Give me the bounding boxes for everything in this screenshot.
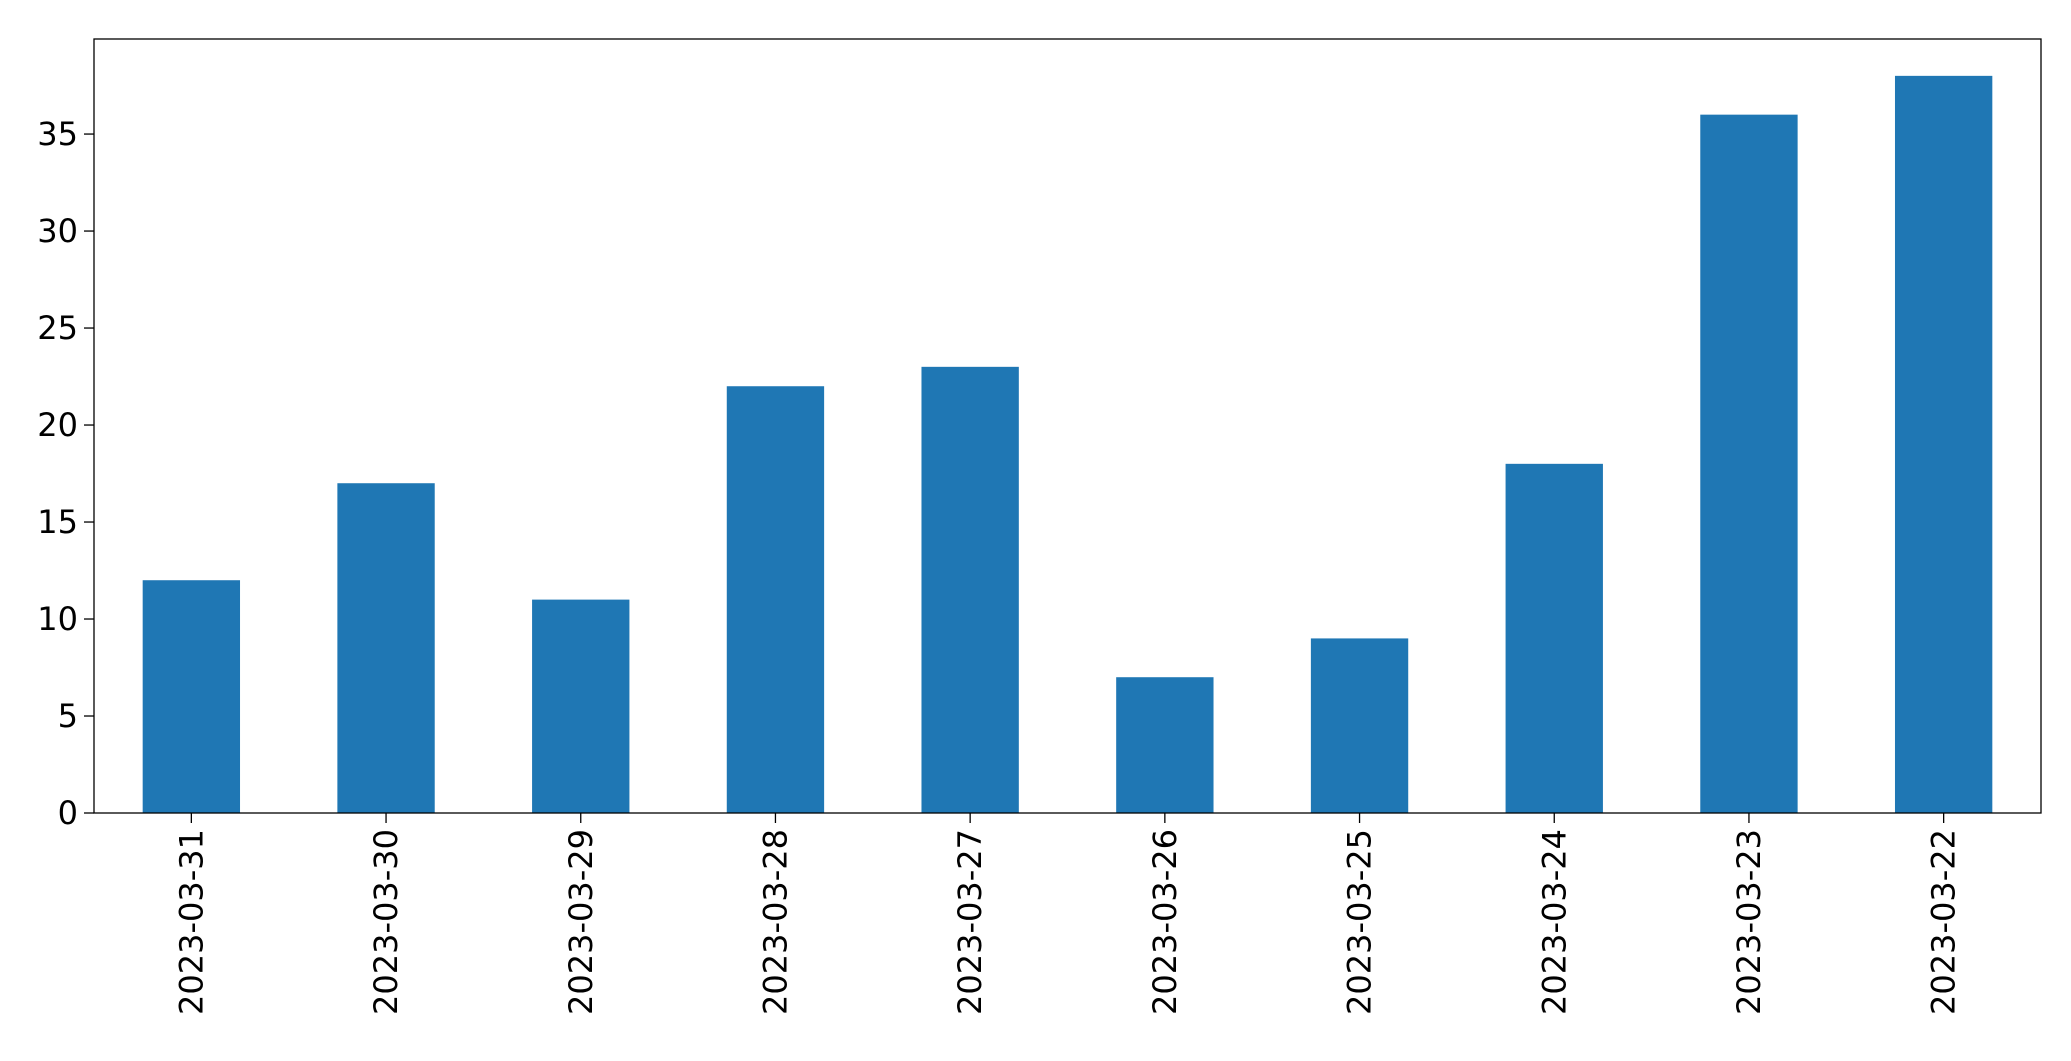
y-tick-label: 25 (37, 309, 78, 347)
bar-2023-03-28 (726, 386, 825, 813)
bar-2023-03-24 (1505, 463, 1603, 813)
bar-2023-03-23 (1700, 114, 1798, 814)
y-tick-label: 0 (58, 794, 78, 832)
y-tick-label: 35 (37, 115, 78, 153)
plot-frame (93, 38, 2042, 814)
x-tick-label: 2023-03-25 (1341, 829, 1379, 1015)
x-tick-label: 2023-03-24 (1535, 829, 1573, 1015)
y-tick-label: 20 (37, 406, 78, 444)
x-tick-label: 2023-03-28 (756, 829, 794, 1015)
x-tick-label: 2023-03-22 (1925, 829, 1963, 1015)
y-tick-label: 15 (37, 503, 78, 541)
x-tick-label: 2023-03-23 (1730, 829, 1768, 1015)
bar-2023-03-29 (532, 599, 630, 813)
bar-2023-03-22 (1894, 75, 1993, 814)
x-tick-label: 2023-03-26 (1146, 829, 1184, 1015)
y-tick-label: 30 (37, 212, 78, 250)
y-tick-label: 5 (58, 697, 78, 735)
y-tick-label: 10 (37, 600, 78, 638)
bar-2023-03-25 (1310, 638, 1409, 813)
bars (142, 75, 1993, 814)
y-axis: 0 5 10 15 20 25 30 35 (37, 115, 94, 832)
x-tick-label: 2023-03-30 (367, 829, 405, 1015)
bar-2023-03-30 (337, 483, 435, 813)
bar-2023-03-31 (142, 580, 241, 813)
x-tick-label: 2023-03-29 (562, 829, 600, 1015)
x-tick-label: 2023-03-31 (172, 829, 210, 1015)
bar-2023-03-26 (1116, 677, 1214, 813)
bar-2023-03-27 (921, 366, 1019, 813)
x-tick-label: 2023-03-27 (951, 829, 989, 1015)
x-axis: 2023-03-31 2023-03-30 2023-03-29 2023-03-28… (172, 813, 1963, 1015)
